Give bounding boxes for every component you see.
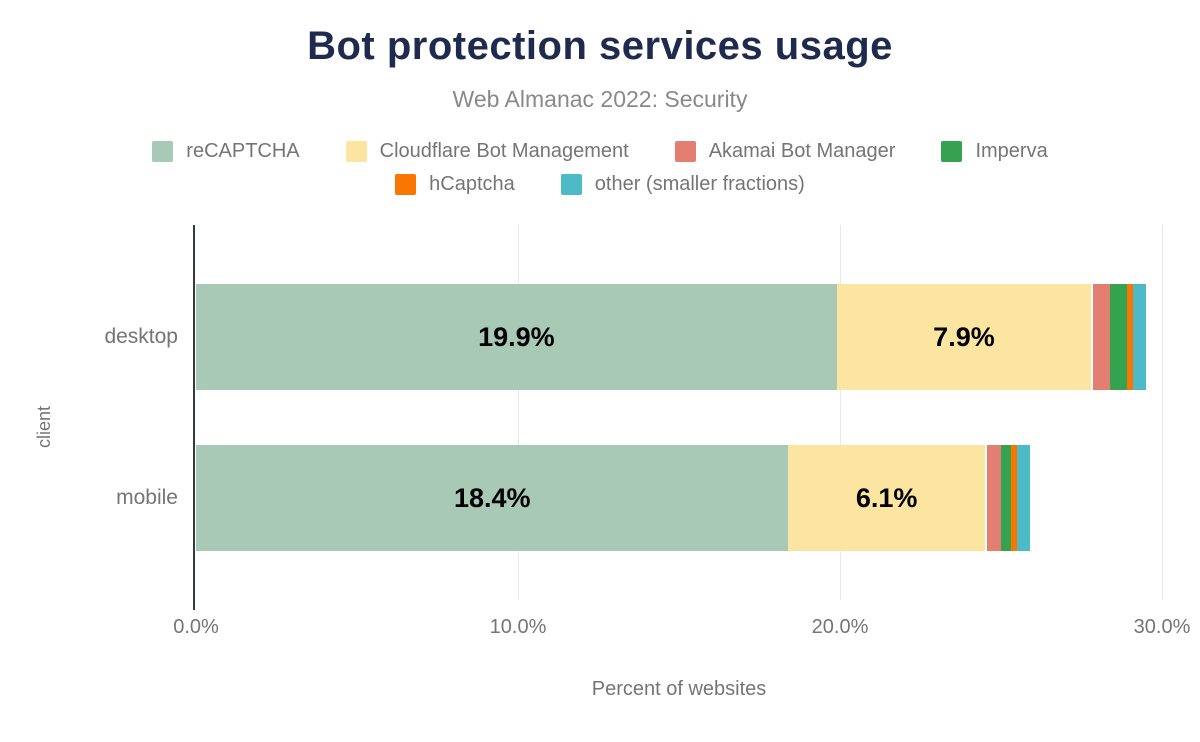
bar-segment: 6.1%: [788, 445, 985, 551]
plot-area: 19.9% 7.9% 18.4% 6.1%: [196, 225, 1163, 600]
legend-item: other (smaller fractions): [560, 173, 805, 196]
bar-segment: [1110, 284, 1127, 390]
legend-row: reCAPTCHA Cloudflare Bot Management Akamai…: [152, 136, 1048, 167]
bar-segment: [1010, 445, 1018, 551]
legend-item: Akamai Bot Manager: [674, 140, 896, 163]
legend-label: reCAPTCHA: [186, 140, 300, 162]
bar-mobile: 18.4% 6.1%: [196, 445, 1030, 551]
legend-swatch-icon: [941, 141, 963, 162]
bar-segment: 7.9%: [836, 284, 1092, 390]
bar-segment: [1000, 445, 1011, 551]
value-label: 18.4%: [453, 482, 531, 513]
bar-segment: 18.4%: [196, 445, 789, 551]
y-axis-title: client: [34, 405, 54, 449]
value-label: 19.9%: [478, 321, 555, 352]
bar-desktop: 19.9% 7.9%: [196, 284, 1146, 390]
bar-segment: [1132, 284, 1146, 390]
x-tick-label: 0.0%: [173, 616, 219, 638]
legend-label: Imperva: [975, 140, 1048, 162]
legend-label: Cloudflare Bot Management: [379, 140, 629, 162]
legend-item: Imperva: [941, 140, 1048, 163]
gridline: [1161, 225, 1163, 600]
bar-segment: [1017, 445, 1030, 551]
legend-item: reCAPTCHA: [152, 140, 300, 163]
gridline: [517, 225, 519, 600]
legend-swatch-icon: [345, 141, 367, 162]
legend-label: hCaptcha: [429, 173, 515, 195]
legend-swatch-icon: [152, 141, 174, 162]
category-label: mobile: [116, 486, 178, 509]
x-tick-label: 20.0%: [811, 616, 869, 638]
bar-segment: 19.9%: [196, 284, 837, 390]
bar-segment: [1091, 284, 1111, 390]
category-label: desktop: [104, 325, 178, 348]
legend-row: hCaptcha other (smaller fractions): [395, 169, 805, 200]
legend: reCAPTCHA Cloudflare Bot Management Akamai…: [0, 136, 1200, 200]
legend-swatch-icon: [560, 174, 582, 195]
value-label: 6.1%: [855, 482, 918, 513]
legend-item: hCaptcha: [395, 173, 515, 196]
legend-label: other (smaller fractions): [594, 173, 805, 195]
x-axis-title: Percent of websites: [591, 678, 767, 700]
bar-segment: [1126, 284, 1133, 390]
legend-swatch-icon: [674, 141, 696, 162]
chart-title: Bot protection services usage: [307, 24, 893, 68]
x-tick-label: 10.0%: [489, 616, 547, 638]
bar-segment: [984, 445, 1001, 551]
y-axis-line: [193, 225, 195, 610]
x-tick-label: 30.0%: [1133, 616, 1191, 638]
chart-subtitle: Web Almanac 2022: Security: [452, 86, 748, 112]
legend-label: Akamai Bot Manager: [708, 140, 896, 162]
gridline: [839, 225, 841, 600]
value-label: 7.9%: [933, 321, 995, 352]
legend-item: Cloudflare Bot Management: [345, 140, 629, 163]
legend-swatch-icon: [395, 174, 417, 195]
